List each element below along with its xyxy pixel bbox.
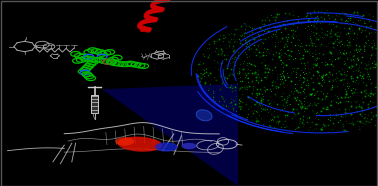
Ellipse shape	[181, 143, 197, 149]
Polygon shape	[102, 84, 238, 186]
Ellipse shape	[196, 110, 212, 121]
Ellipse shape	[155, 142, 178, 152]
Ellipse shape	[115, 137, 134, 145]
Bar	[91, 95, 98, 113]
Ellipse shape	[118, 137, 162, 152]
